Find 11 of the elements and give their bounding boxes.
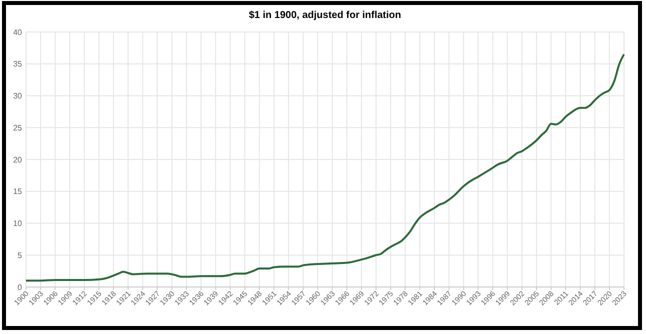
y-tick-label: 5	[18, 250, 23, 260]
line-series	[25, 53, 625, 282]
y-tick-label: 15	[13, 187, 23, 196]
y-tick-label: 25	[13, 123, 23, 132]
y-tick-label: 0	[18, 282, 23, 292]
y-tick-label: 35	[13, 60, 23, 69]
y-tick-label: 10	[13, 219, 23, 228]
chart-title: $1 in 1900, adjusted for inflation	[248, 10, 402, 21]
y-tick-label: 40	[13, 28, 23, 37]
y-tick-label: 30	[13, 92, 23, 101]
y-tick-label: 20	[13, 155, 23, 164]
